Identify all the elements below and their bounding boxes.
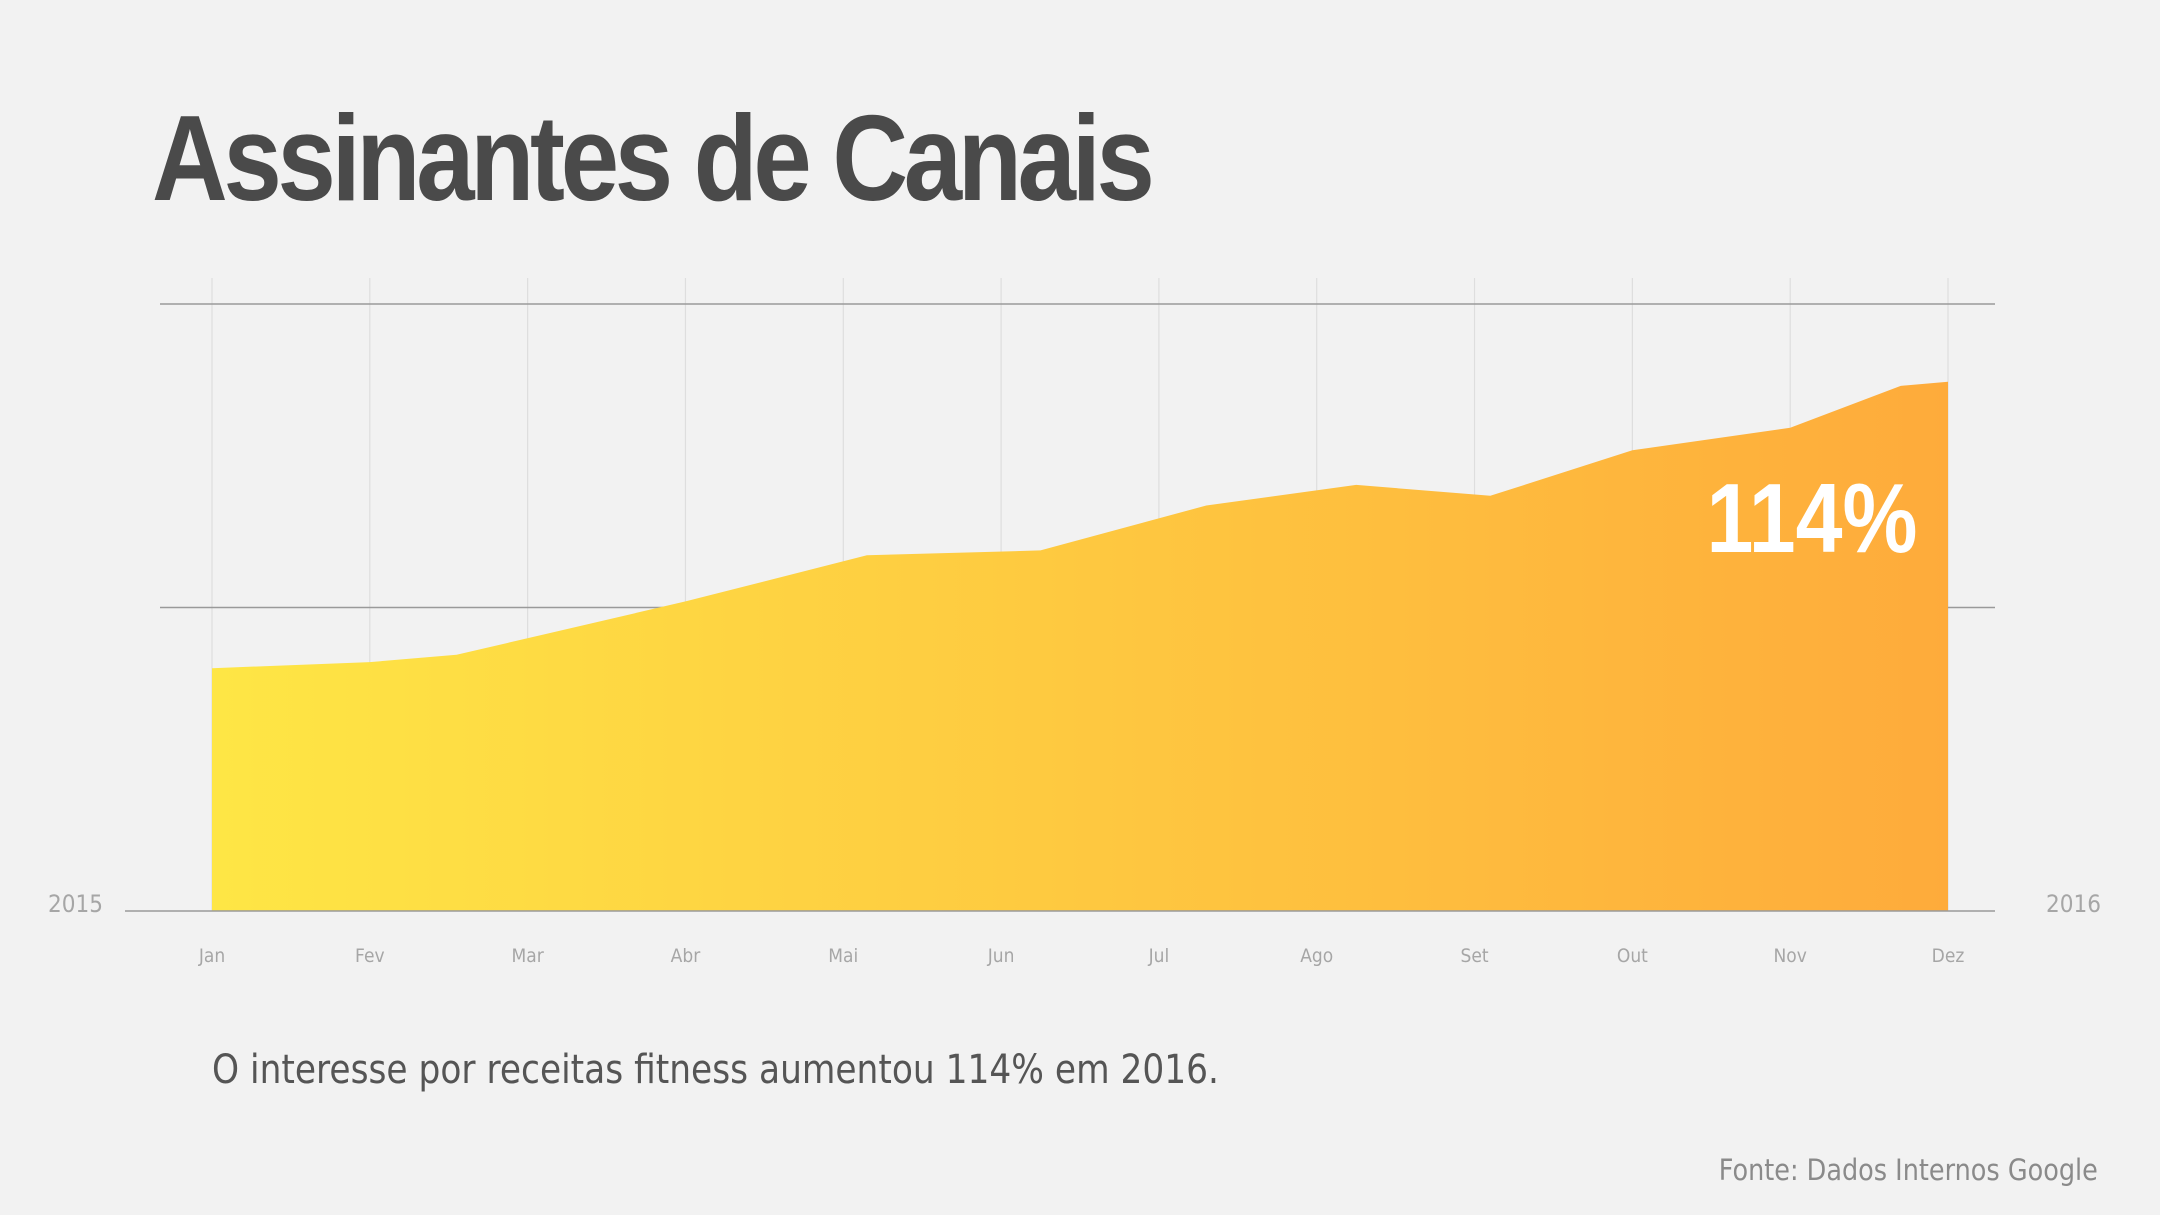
x-tick-label-mai: Mai xyxy=(828,945,858,967)
x-tick-label-out: Out xyxy=(1617,945,1648,967)
x-tick-label-dez: Dez xyxy=(1932,945,1965,967)
x-tick-label-jun: Jun xyxy=(987,945,1015,967)
x-tick-label-jul: Jul xyxy=(1148,945,1170,967)
x-tick-label-jan: Jan xyxy=(198,945,225,967)
x-tick-label-set: Set xyxy=(1461,945,1489,967)
x-tick-label-fev: Fev xyxy=(355,945,385,967)
chart-title: Assinantes de Canais xyxy=(152,90,1155,226)
x-tick-label-mar: Mar xyxy=(512,945,545,967)
x-tick-label-ago: Ago xyxy=(1300,945,1333,967)
chart-caption: O interesse por receitas fitness aumento… xyxy=(212,1047,1219,1093)
x-axis-start-year-label: 2015 xyxy=(48,891,103,918)
source-note: Fonte: Dados Internos Google xyxy=(1718,1153,2098,1187)
growth-percentage-annotation: 114% xyxy=(1707,464,1918,573)
x-axis-tick-labels: Jan Fev Mar Abr Mai Jun Jul Ago Set Out Nov Dez xyxy=(198,945,1964,967)
x-tick-label-nov: Nov xyxy=(1774,945,1808,967)
x-tick-label-abr: Abr xyxy=(671,945,701,967)
area-series xyxy=(212,381,1948,911)
x-axis-end-year-label: 2016 xyxy=(2046,891,2101,918)
